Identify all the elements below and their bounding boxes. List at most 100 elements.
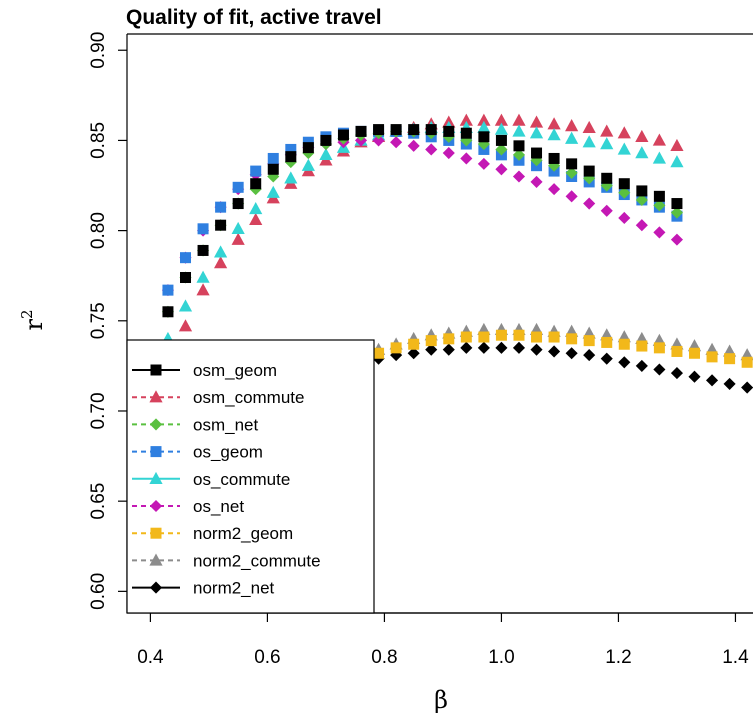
y-tick-label: 0.70 (88, 392, 109, 429)
point-norm2_geom-9 (495, 329, 507, 341)
point-norm2_net-19 (670, 367, 683, 380)
point-osm_commute-26 (617, 126, 631, 139)
point-osm_net-27 (635, 193, 648, 206)
point-os_geom-1 (180, 252, 192, 264)
legend-label: os_commute (193, 470, 290, 489)
point-norm2_geom-4 (408, 338, 420, 350)
point-norm2_geom-14 (583, 335, 595, 347)
point-os_geom-7 (285, 143, 297, 155)
point-os_commute-9 (319, 147, 333, 161)
point-osm_commute-2 (196, 283, 210, 296)
point-osm_commute-4 (231, 232, 245, 245)
point-osm_geom-11 (355, 125, 367, 137)
legend-marker (149, 499, 163, 513)
point-osm_geom-28 (653, 190, 665, 202)
point-osm_geom-17 (460, 127, 472, 139)
legend-item-norm2_net: norm2_net (132, 579, 275, 598)
x-axis: 0.4 0.6 0.8 1.0 1.2 1.4 (137, 612, 753, 668)
point-norm2_geom-20 (688, 347, 700, 359)
legend: osm_geom osm_commute osm_net os_geom os_comm… (126, 339, 375, 614)
point-norm2_geom-12 (548, 331, 560, 343)
point-osm_net-20 (512, 148, 526, 161)
x-tick-label: 0.4 (137, 647, 164, 668)
legend-item-os_net: os_net (132, 497, 244, 516)
y-tick-label: 0.75 (88, 302, 109, 339)
point-osm_geom-3 (215, 219, 227, 231)
legend-item-osm_geom: osm_geom (132, 361, 277, 380)
point-os_net-25 (600, 204, 613, 217)
point-norm2_geom-22 (724, 353, 736, 365)
point-osm_commute-25 (600, 124, 614, 137)
legend-marker (150, 446, 162, 458)
point-norm2_geom-17 (636, 340, 648, 352)
point-osm_commute-20 (512, 113, 526, 126)
point-os_commute-18 (477, 120, 491, 133)
legend-label: norm2_geom (193, 524, 293, 543)
point-os_commute-27 (635, 146, 649, 159)
point-norm2_geom-2 (373, 347, 385, 359)
x-tick-label: 1.0 (488, 647, 514, 668)
point-osm_commute-18 (477, 113, 491, 126)
point-os_commute-19 (494, 122, 509, 135)
point-os_geom-0 (162, 284, 174, 296)
x-tick-label: 1.4 (722, 647, 749, 668)
point-norm2_geom-3 (390, 342, 402, 354)
point-norm2_geom-8 (478, 331, 490, 343)
point-osm_commute-3 (214, 256, 228, 269)
point-osm_commute-29 (670, 138, 684, 152)
legend-marker (149, 471, 163, 484)
point-norm2_net-11 (530, 343, 543, 356)
point-osm_net-29 (670, 206, 683, 219)
point-os_net-28 (653, 226, 666, 239)
point-osm_geom-0 (162, 306, 174, 318)
point-os_net-21 (530, 175, 543, 188)
point-os_geom-2 (197, 223, 209, 235)
y-tick-label: 0.90 (88, 32, 109, 69)
series-os_commute (161, 120, 684, 345)
point-norm2_geom-7 (460, 331, 472, 343)
legend-marker (149, 418, 163, 431)
x-tick-label: 0.6 (254, 647, 280, 668)
point-os_commute-20 (512, 124, 526, 137)
series-osm_geom (162, 124, 683, 318)
x-tick-label: 0.8 (371, 647, 397, 668)
point-os_net-18 (477, 157, 490, 170)
y-tick-label: 0.85 (88, 122, 109, 159)
series-osm_commute (161, 113, 684, 361)
point-os_commute-4 (231, 221, 245, 235)
point-osm_geom-1 (180, 272, 192, 284)
point-osm_geom-22 (548, 152, 560, 164)
point-os_net-24 (583, 197, 596, 210)
series-osm_net (161, 125, 683, 318)
point-osm_geom-8 (302, 142, 314, 154)
point-norm2_net-3 (390, 349, 403, 362)
point-osm_commute-1 (178, 319, 193, 332)
point-norm2_geom-10 (513, 329, 525, 341)
legend-item-osm_net: osm_net (132, 415, 258, 434)
y-axis-label-sup: 2 (18, 309, 36, 319)
point-osm_geom-21 (531, 147, 543, 159)
point-osm_geom-15 (425, 124, 437, 136)
point-osm_commute-5 (249, 212, 263, 225)
point-os_commute-23 (565, 131, 579, 144)
point-osm_geom-27 (636, 185, 648, 197)
point-osm_net-26 (618, 186, 631, 199)
y-axis-label: r2 (18, 309, 48, 330)
legend-label: norm2_net (193, 579, 275, 598)
point-norm2_geom-16 (618, 338, 630, 350)
point-os_commute-21 (529, 126, 544, 139)
point-osm_commute-21 (529, 115, 544, 128)
point-os_net-20 (512, 170, 526, 183)
point-os_commute-25 (600, 137, 614, 150)
point-norm2_net-9 (495, 341, 508, 354)
point-osm_geom-9 (320, 134, 332, 146)
point-os_net-17 (460, 152, 473, 165)
point-os_geom-4 (232, 181, 244, 193)
point-norm2_net-20 (688, 370, 701, 383)
legend-label: os_geom (193, 443, 263, 462)
point-osm_geom-2 (197, 244, 209, 256)
chart-title: Quality of fit, active travel (126, 6, 382, 29)
point-os_net-15 (425, 143, 438, 156)
point-norm2_geom-13 (566, 333, 578, 345)
